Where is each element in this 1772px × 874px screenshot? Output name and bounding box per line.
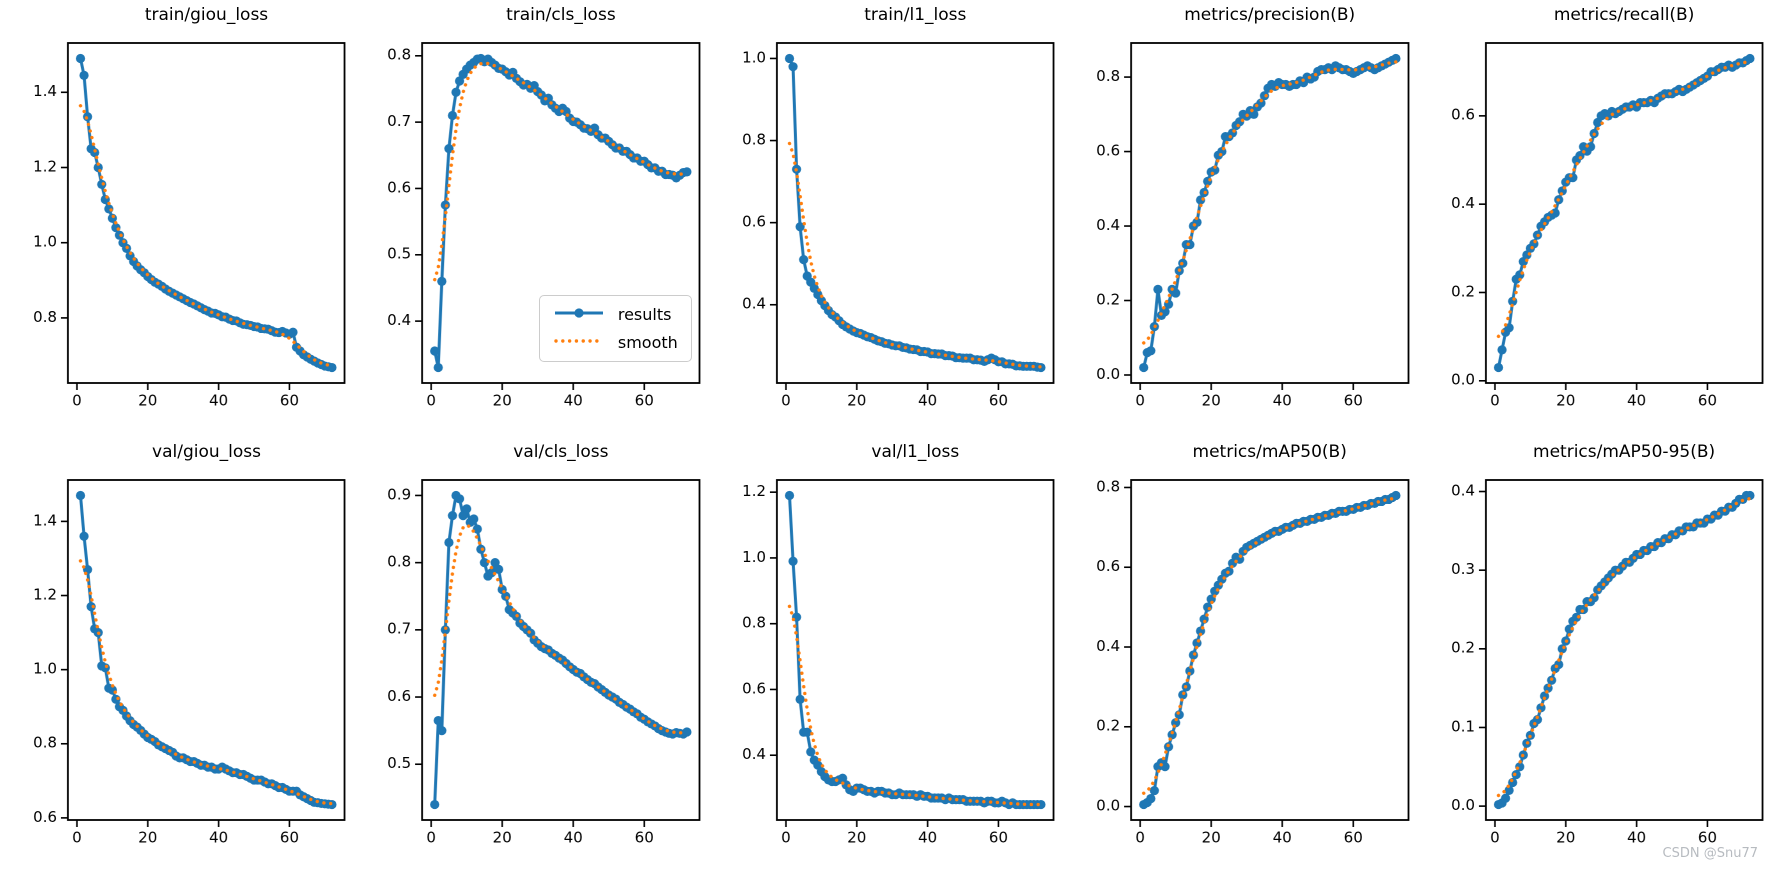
subplot-val-giou-loss: val/giou_loss: [0, 437, 355, 874]
chart-title: metrics/precision(B): [1184, 5, 1356, 25]
legend-label: results: [617, 304, 672, 324]
subplot-val-cls-loss: val/cls_loss: [354, 437, 709, 874]
chart-canvas: [1417, 0, 1772, 437]
chart-title: train/giou_loss: [144, 5, 269, 25]
chart-canvas: [1063, 0, 1418, 437]
results-line-icon: [553, 305, 605, 324]
chart-title: train/cls_loss: [506, 5, 616, 25]
subplot-metrics-precision-b: metrics/precision(B): [1063, 0, 1418, 437]
chart-canvas: [1063, 437, 1418, 874]
chart-canvas: [708, 0, 1064, 437]
chart-title: val/l1_loss: [871, 442, 960, 462]
legend: results smooth: [538, 295, 692, 362]
chart-canvas: [1417, 437, 1772, 874]
chart-title: metrics/mAP50-95(B): [1533, 442, 1716, 462]
subplot-train-l1-loss: train/l1_loss: [708, 0, 1064, 437]
subplot-metrics-map50-b: metrics/mAP50(B): [1063, 437, 1418, 874]
chart-title: train/l1_loss: [864, 5, 967, 25]
subplot-metrics-map50-95-b: metrics/mAP50-95(B): [1417, 437, 1772, 874]
legend-item-smooth: smooth: [553, 333, 678, 352]
watermark-text: CSDN @Snu77: [1662, 846, 1758, 861]
smooth-line-icon: [553, 333, 605, 352]
chart-title: val/giou_loss: [152, 442, 261, 462]
subplot-train-giou-loss: train/giou_loss: [0, 0, 355, 437]
chart-canvas: [354, 0, 709, 437]
chart-title: metrics/recall(B): [1553, 5, 1695, 25]
chart-title: metrics/mAP50(B): [1192, 442, 1347, 462]
chart-canvas: [0, 437, 355, 874]
chart-title: val/cls_loss: [513, 442, 609, 462]
chart-canvas: [0, 0, 355, 437]
subplot-val-l1-loss: val/l1_loss: [708, 437, 1064, 874]
legend-item-results: results: [553, 305, 678, 324]
chart-canvas: [708, 437, 1064, 874]
chart-canvas: [354, 437, 709, 874]
subplot-metrics-recall-b: metrics/recall(B): [1417, 0, 1772, 437]
legend-label: smooth: [617, 332, 678, 352]
